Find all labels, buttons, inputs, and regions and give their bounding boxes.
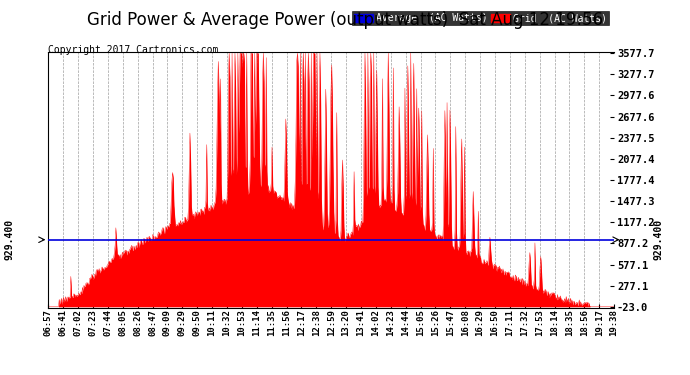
Text: Grid Power & Average Power (output watts)  Sat Aug 12 19:56: Grid Power & Average Power (output watts… xyxy=(87,11,603,29)
Text: 929.400: 929.400 xyxy=(4,219,14,260)
Text: 929.400: 929.400 xyxy=(653,219,664,260)
Legend: Average  (AC Watts), Grid  (AC Watts): Average (AC Watts), Grid (AC Watts) xyxy=(352,12,609,26)
Text: Copyright 2017 Cartronics.com: Copyright 2017 Cartronics.com xyxy=(48,45,219,55)
